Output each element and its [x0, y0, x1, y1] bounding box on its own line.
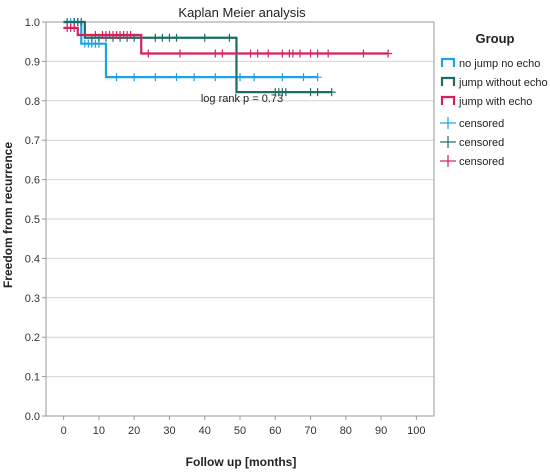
censor-mark: [278, 73, 287, 82]
censor-mark: [324, 49, 333, 58]
x-tick-label: 50: [234, 425, 246, 437]
series-group: [63, 23, 393, 58]
censor-mark: [172, 33, 181, 42]
survival-line: [63, 26, 389, 55]
censor-mark: [246, 49, 255, 58]
y-axis-ticks: 0.0 0.1 0.2 0.3 0.4 0.5 0.6 0.7 0.8 0.9 1.0: [25, 17, 46, 423]
censor-mark: [211, 73, 220, 82]
x-tick-label: 20: [128, 425, 140, 437]
censor-mark: [384, 49, 393, 58]
legend-step-icon: [440, 76, 456, 86]
legend-label: censored: [459, 137, 504, 149]
censor-mark: [278, 49, 287, 58]
x-tick-label: 100: [407, 425, 425, 437]
legend-item-censored: censored: [440, 155, 504, 168]
censor-mark: [327, 88, 336, 97]
censor-mark: [91, 31, 100, 40]
legend-item: no jump no echo: [440, 57, 540, 70]
censor-mark: [130, 73, 139, 82]
censor-mark: [165, 33, 174, 42]
censor-mark: [211, 49, 220, 58]
censor-mark: [306, 49, 315, 58]
censor-mark: [313, 49, 322, 58]
legend-label: censored: [459, 156, 504, 168]
censor-mark: [126, 31, 135, 40]
censor-mark: [112, 73, 121, 82]
legend-item: jump with echo: [440, 95, 532, 108]
y-tick-label: 0.1: [25, 372, 40, 384]
censor-mark: [70, 23, 79, 32]
censor-mark: [281, 88, 290, 97]
censor-mark: [200, 33, 209, 42]
y-tick-label: 0.5: [25, 214, 40, 226]
legend-label: no jump no echo: [459, 58, 540, 70]
y-axis-label: Freedom from recurrence: [1, 142, 15, 288]
censor-mark: [218, 49, 227, 58]
legend-label: jump without echo: [458, 77, 548, 89]
censor-mark: [190, 73, 199, 82]
censor-mark: [176, 49, 185, 58]
x-tick-label: 90: [375, 425, 387, 437]
censor-mark: [253, 49, 262, 58]
y-tick-label: 0.8: [25, 96, 40, 108]
censor-mark: [359, 49, 368, 58]
censor-mark: [295, 49, 304, 58]
censor-mark: [151, 33, 160, 42]
x-tick-label: 80: [340, 425, 352, 437]
y-tick-label: 0.9: [25, 56, 40, 68]
censor-mark: [313, 88, 322, 97]
survival-curves: [63, 18, 393, 97]
legend-label: censored: [459, 118, 504, 130]
y-tick-label: 0.4: [25, 253, 40, 265]
y-tick-label: 0.3: [25, 293, 40, 305]
log-rank-annotation: log rank p = 0.73: [201, 93, 283, 105]
y-tick-label: 1.0: [25, 17, 40, 29]
censor-mark: [158, 33, 167, 42]
x-tick-label: 30: [163, 425, 175, 437]
legend-title: Group: [476, 31, 515, 46]
legend-item-censored: censored: [440, 117, 504, 130]
censor-mark: [299, 73, 308, 82]
legend: Group no jump no echo jump without echo ju…: [440, 31, 548, 168]
x-axis-label: Follow up [months]: [186, 455, 297, 469]
y-tick-label: 0.6: [25, 175, 40, 187]
censor-mark: [288, 49, 297, 58]
y-tick-label: 0.2: [25, 332, 40, 344]
censor-mark: [151, 73, 160, 82]
chart-title: Kaplan Meier analysis: [178, 5, 306, 20]
legend-label: jump with echo: [458, 96, 532, 108]
x-axis-ticks: 0 10 20 30 40 50 60 70 80 90 100: [61, 416, 426, 437]
y-tick-label: 0.0: [25, 411, 40, 423]
censor-mark: [77, 18, 86, 26]
survival-line: [63, 20, 332, 94]
survival-line: [63, 20, 318, 79]
x-tick-label: 0: [61, 425, 67, 437]
censor-mark: [250, 73, 259, 82]
censor-mark: [306, 88, 315, 97]
censor-mark: [144, 49, 153, 58]
y-tick-label: 0.7: [25, 135, 40, 147]
censor-mark: [225, 33, 234, 42]
x-tick-label: 70: [304, 425, 316, 437]
x-tick-label: 60: [269, 425, 281, 437]
x-tick-label: 40: [199, 425, 211, 437]
legend-item: jump without echo: [440, 76, 548, 89]
legend-item-censored: censored: [440, 136, 504, 149]
legend-step-icon: [440, 57, 456, 67]
legend-step-icon: [440, 95, 456, 105]
censor-mark: [264, 49, 273, 58]
x-tick-label: 10: [93, 425, 105, 437]
censor-mark: [313, 73, 322, 82]
censor-mark: [172, 73, 181, 82]
series-group: [63, 18, 336, 97]
